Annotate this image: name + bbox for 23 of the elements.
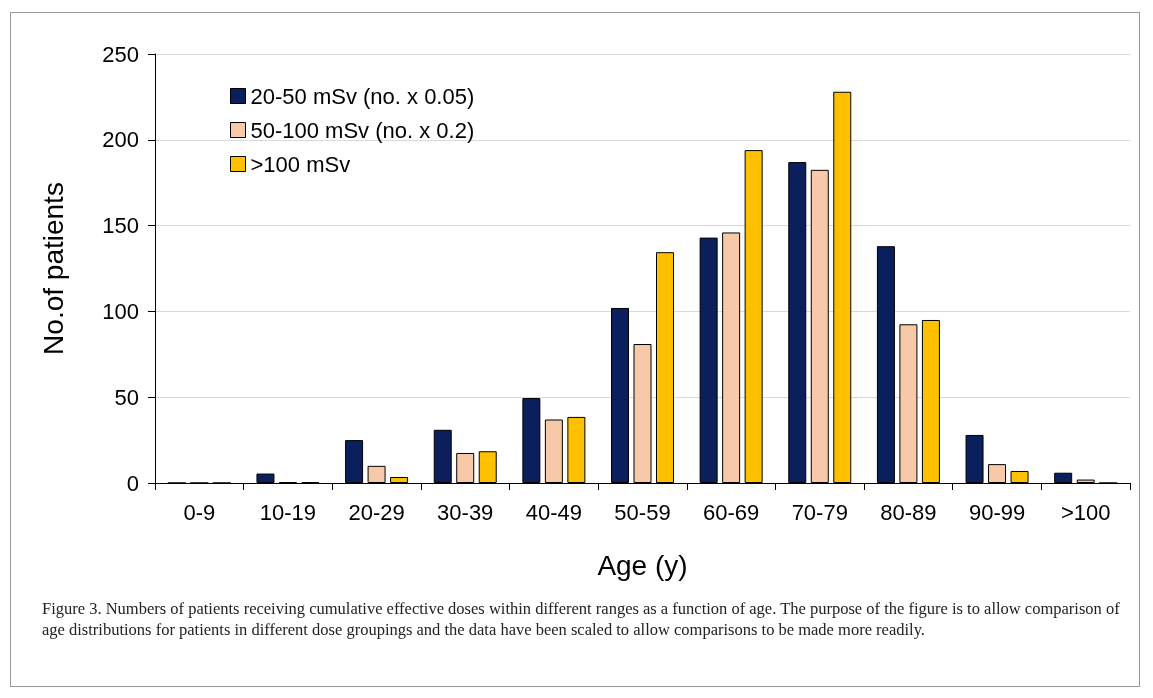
x-tick-label: 30-39 (437, 499, 494, 525)
y-axis-title: No.of patients (37, 182, 69, 355)
y-tick-label: 0 (126, 470, 139, 496)
caption: Figure 3. Numbers of patients receiving cumulative effective doses within different ranges as a function of age. The purpose of the figure is to allow comparison of age distributions for patients in different dose groupings and the data have been scaled to allow comparisons to be made more readily. (42, 598, 1121, 640)
legend-label: >100 mSv (250, 151, 351, 177)
x-tick-label: 80-89 (880, 499, 937, 525)
x-tick-label: 10-19 (259, 499, 317, 525)
x-tick-label: 70-79 (791, 499, 848, 525)
y-tick-label: 250 (102, 41, 139, 67)
x-axis-title: Age (y) (597, 549, 688, 581)
y-tick-label: 100 (102, 298, 139, 324)
legend-label: 50-100 mSv (no. x 0.2) (250, 117, 475, 143)
x-tick-label: 60-69 (703, 499, 760, 525)
y-tick-label: 50 (114, 384, 139, 410)
x-tick-label: 20-29 (348, 499, 405, 525)
x-tick-label: 0-9 (183, 499, 216, 525)
x-tick-label: 90-99 (968, 499, 1026, 525)
y-tick-label: 200 (102, 127, 139, 153)
x-tick-label: 40-49 (525, 499, 582, 525)
x-tick-label: >100 (1060, 499, 1111, 525)
legend-label: 20-50 mSv (no. x 0.05) (250, 83, 475, 109)
x-tick-label: 50-59 (614, 499, 671, 525)
y-tick-label: 150 (102, 213, 139, 239)
